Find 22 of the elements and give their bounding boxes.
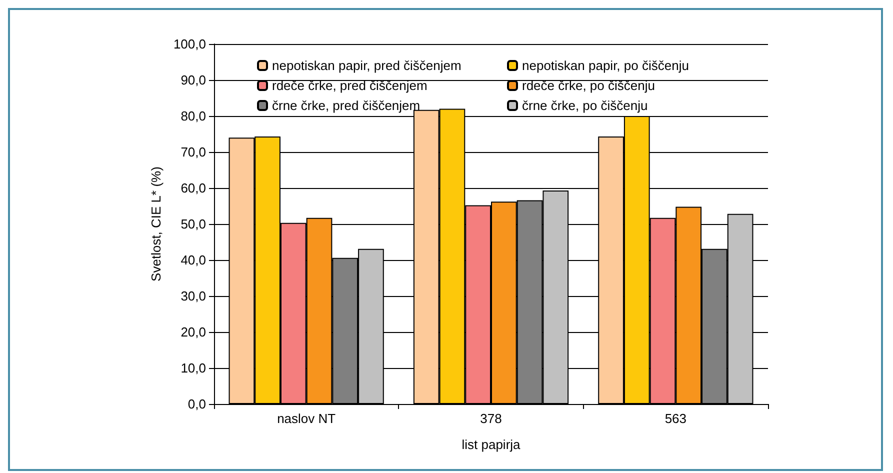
y-tick-label: 40,0: [180, 252, 206, 268]
y-tick-label: 70,0: [180, 144, 206, 160]
y-tick-label: 50,0: [180, 216, 206, 232]
y-tick-label: 20,0: [180, 324, 206, 340]
y-tick-label: 10,0: [180, 360, 206, 376]
x-tick-label: 378: [480, 411, 502, 426]
x-tick-label: naslov NT: [277, 411, 336, 426]
y-tick-label: 80,0: [180, 108, 206, 124]
y-tick-label: 90,0: [180, 72, 206, 88]
legend-label: črne črke, po čiščenju: [522, 98, 648, 113]
legend-label: črne črke, pred čiščenjem: [272, 98, 420, 113]
x-axis-title: list papirja: [462, 437, 522, 452]
legend-label: nepotiskan papir, po čiščenju: [522, 58, 689, 73]
legend-label: rdeče črke, pred čiščenjem: [272, 78, 428, 93]
y-tick-label: 60,0: [180, 180, 206, 196]
x-tick-label: 563: [664, 411, 687, 426]
legend-label: rdeče črke, po čiščenju: [522, 78, 655, 93]
y-tick-label: 30,0: [180, 288, 206, 304]
y-tick-label: 0,0: [188, 396, 206, 412]
y-tick-label: 100,0: [173, 36, 206, 52]
y-axis-title: Svetlost, CIE L* (%): [148, 166, 164, 282]
legend-label: nepotiskan papir, pred čiščenjem: [272, 58, 462, 73]
